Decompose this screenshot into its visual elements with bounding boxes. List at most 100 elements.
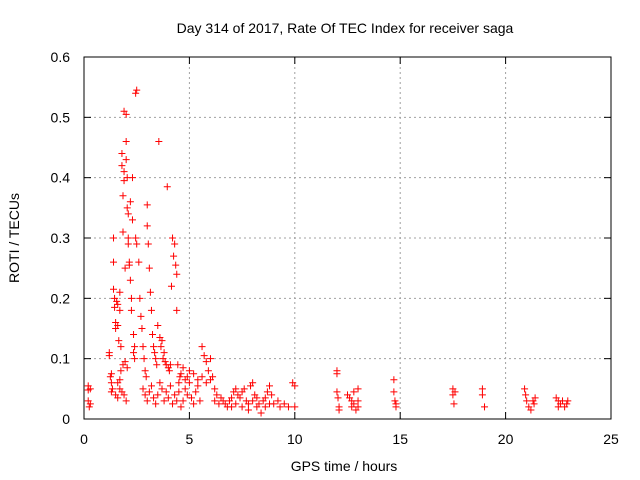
data-point [118,150,126,158]
data-point [185,379,193,387]
data-point [253,394,261,402]
data-point [124,240,132,248]
data-point [240,385,248,393]
data-point [173,270,181,278]
data-point [213,391,221,399]
data-point [181,385,189,393]
data-point [143,397,151,405]
data-point [132,89,140,97]
data-point [174,361,182,369]
data-point [266,382,274,390]
data-point [124,210,132,218]
data-point [145,264,153,272]
data-point [171,240,179,248]
data-point [177,403,185,411]
data-point [183,391,191,399]
data-point [123,364,131,372]
data-point [116,288,124,296]
x-tick-label: 5 [186,431,194,447]
data-point [392,403,400,411]
data-point [196,397,204,405]
data-point [154,321,162,329]
data-point [113,297,121,305]
data-point [167,282,175,290]
data-point [143,222,151,230]
data-point [228,394,236,402]
data-point [138,325,146,332]
data-point [291,382,299,390]
data-point [261,394,269,402]
data-point [120,177,128,185]
data-point [263,388,271,396]
data-point [130,331,138,339]
data-point [478,391,486,399]
data-point [107,370,115,378]
y-tick-label: 0.3 [51,230,71,246]
data-point [131,355,139,363]
data-point [145,388,153,396]
data-point [160,397,168,405]
data-point [117,343,125,351]
data-point [120,168,128,176]
data-point [481,403,489,411]
y-tick-label: 0.4 [51,170,71,186]
data-point [228,403,236,411]
data-point [114,394,122,402]
data-point [563,400,571,408]
data-point [137,312,145,320]
data-point [160,349,168,357]
data-point [111,303,119,311]
data-point [391,397,399,405]
data-point [390,376,398,384]
data-point [183,373,191,381]
data-point [161,358,169,366]
data-point [135,258,143,266]
data-point [198,373,206,381]
y-tick-label: 0.2 [51,290,71,306]
data-point [105,352,113,360]
data-point [172,261,180,269]
data-point [141,367,149,375]
data-point [158,385,166,393]
data-point [119,228,127,236]
data-point [128,216,136,224]
data-point [350,400,358,408]
data-point [165,367,173,375]
data-point [198,343,206,351]
data-point [107,379,115,387]
x-tick-label: 20 [498,431,514,447]
data-point [123,204,131,212]
data-point [175,388,183,396]
data-point [266,400,274,408]
data-point [127,294,135,302]
data-point [144,240,152,248]
data-point [166,361,174,369]
data-point [125,261,133,269]
data-point [153,361,161,369]
data-point [202,379,210,387]
data-point [333,370,341,378]
data-point [236,394,244,402]
data-point [188,394,196,402]
data-points [84,86,572,417]
data-point [110,285,118,293]
data-point [139,343,147,351]
data-point [192,388,200,396]
data-point [177,370,185,378]
data-point [146,288,154,296]
data-point [179,364,187,372]
y-tick-label: 0.5 [51,109,71,125]
y-tick-label: 0.6 [51,49,71,65]
data-point [118,162,126,170]
data-point [147,382,155,390]
data-point [284,403,292,411]
data-point [175,379,183,387]
data-point [276,403,284,411]
x-axis-label: GPS time / hours [291,458,398,474]
data-point [451,388,459,396]
data-point [206,355,214,363]
data-point [163,183,171,191]
data-point [149,331,157,339]
data-point [166,382,174,390]
data-point [173,306,181,314]
